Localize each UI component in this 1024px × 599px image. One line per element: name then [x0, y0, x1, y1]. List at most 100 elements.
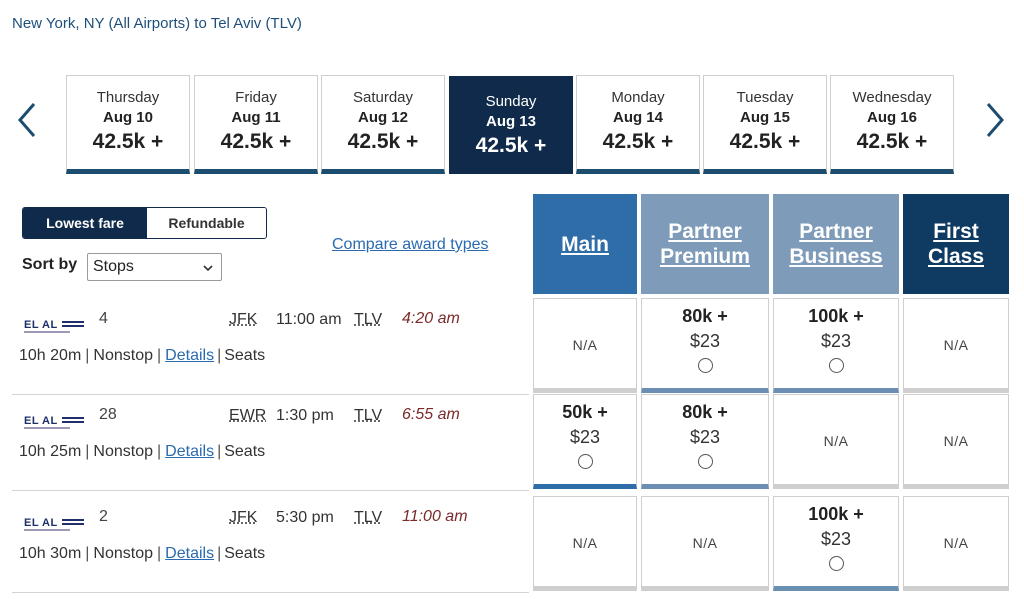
arrival-airport[interactable]: TLV: [354, 407, 383, 424]
date-day-of-week: Monday: [611, 89, 665, 106]
date-month-day: Aug 12: [357, 109, 408, 126]
date-month-day: Aug 16: [866, 109, 917, 126]
chevron-right-icon[interactable]: [980, 98, 1010, 142]
date-tile[interactable]: Friday Aug 11 42.5k +: [194, 75, 318, 174]
chevron-down-icon: [203, 265, 213, 272]
fare-radio[interactable]: [828, 358, 844, 373]
flight-stops: Nonstop: [93, 545, 154, 562]
fare-tax: $23: [569, 427, 601, 447]
fare-unavailable: N/A: [823, 433, 849, 449]
flight-duration: 10h 20m: [19, 347, 82, 364]
separator: |: [157, 545, 162, 562]
separator: |: [85, 347, 90, 364]
arrival-time: 6:55 am: [402, 406, 460, 423]
flight-row: EL AL 4 JFK 11:00 am TLV 4:20 am 10h 20m | Nonst…: [12, 297, 529, 395]
fare-unavailable: N/A: [572, 535, 598, 551]
compare-award-types-link[interactable]: Compare award types: [332, 236, 489, 253]
date-month-day: Aug 13: [485, 113, 536, 130]
date-points: 42.5k +: [475, 134, 547, 157]
seats-link[interactable]: Seats: [224, 545, 266, 562]
arrival-airport[interactable]: TLV: [354, 311, 383, 328]
date-tile[interactable]: Sunday Aug 13 42.5k +: [449, 76, 573, 174]
date-day-of-week: Thursday: [96, 89, 160, 106]
date-points: 42.5k +: [729, 130, 801, 153]
date-tile[interactable]: Thursday Aug 10 42.5k +: [66, 75, 190, 174]
fare-cell-partner-premium[interactable]: 80k + $23: [641, 298, 769, 393]
seats-link[interactable]: Seats: [224, 443, 266, 460]
date-points: 42.5k +: [347, 130, 419, 153]
details-link[interactable]: Details: [165, 347, 215, 364]
flight-meta: 10h 30m | Nonstop | Details | Seats: [19, 545, 265, 563]
fare-type-toggle: Lowest fare Refundable: [22, 207, 267, 239]
separator: |: [85, 443, 90, 460]
fare-cell-main: N/A: [533, 496, 637, 591]
departure-airport[interactable]: JFK: [229, 509, 258, 526]
departure-airport[interactable]: JFK: [229, 311, 258, 328]
details-link[interactable]: Details: [165, 545, 215, 562]
lowest-fare-button[interactable]: Lowest fare: [23, 208, 147, 238]
flight-row: EL AL 28 EWR 1:30 pm TLV 6:55 am 10h 25m | Nonst…: [12, 393, 529, 491]
flight-duration: 10h 25m: [19, 443, 82, 460]
date-tile[interactable]: Saturday Aug 12 42.5k +: [321, 75, 445, 174]
flight-row: EL AL 2 JFK 5:30 pm TLV 11:00 am 10h 30m | Nonst…: [12, 495, 529, 593]
fare-tax: $23: [820, 331, 852, 351]
svg-text:EL AL: EL AL: [24, 415, 58, 427]
arrival-time: 11:00 am: [402, 508, 468, 525]
fare-radio[interactable]: [828, 556, 844, 571]
details-link[interactable]: Details: [165, 443, 215, 460]
fare-cell-first: N/A: [903, 298, 1009, 393]
separator: |: [217, 545, 222, 562]
fare-cell-first: N/A: [903, 394, 1009, 489]
fare-tax: $23: [689, 427, 721, 447]
fare-cell-partner-business[interactable]: 100k + $23: [773, 496, 899, 591]
separator: |: [157, 443, 162, 460]
date-tile[interactable]: Tuesday Aug 15 42.5k +: [703, 75, 827, 174]
sort-value: Stops: [93, 258, 134, 275]
fare-cell-partner-business: N/A: [773, 394, 899, 489]
seats-link[interactable]: Seats: [224, 347, 266, 364]
fare-miles: 50k +: [562, 402, 608, 422]
flight-number: 4: [99, 310, 108, 327]
cabin-header-main[interactable]: Main: [533, 194, 637, 294]
fare-cell-main: N/A: [533, 298, 637, 393]
fare-unavailable: N/A: [943, 433, 969, 449]
departure-airport[interactable]: EWR: [229, 407, 267, 424]
fare-cell-partner-premium[interactable]: 80k + $23: [641, 394, 769, 489]
fare-radio[interactable]: [577, 454, 593, 469]
departure-time: 5:30 pm: [276, 509, 334, 526]
fare-radio[interactable]: [697, 454, 713, 469]
departure-time: 11:00 am: [276, 311, 342, 328]
flight-meta: 10h 20m | Nonstop | Details | Seats: [19, 347, 265, 365]
fare-cell-partner-premium: N/A: [641, 496, 769, 591]
route-title: New York, NY (All Airports) to Tel Aviv …: [12, 15, 302, 32]
el-al-logo: EL AL: [24, 415, 84, 429]
fare-unavailable: N/A: [943, 337, 969, 353]
refundable-button[interactable]: Refundable: [147, 208, 266, 238]
fare-radio[interactable]: [697, 358, 713, 373]
flight-number: 2: [99, 508, 108, 525]
date-day-of-week: Friday: [235, 89, 277, 106]
date-day-of-week: Sunday: [485, 93, 537, 110]
fare-miles: 80k +: [682, 402, 728, 422]
cabin-header-first-class[interactable]: First Class: [903, 194, 1009, 294]
fare-tax: $23: [689, 331, 721, 351]
arrival-airport[interactable]: TLV: [354, 509, 383, 526]
separator: |: [217, 443, 222, 460]
flight-number: 28: [99, 406, 117, 423]
cabin-header-partner-premium[interactable]: Partner Premium: [641, 194, 769, 294]
fare-cell-partner-business[interactable]: 100k + $23: [773, 298, 899, 393]
flight-stops: Nonstop: [93, 443, 154, 460]
cabin-header-partner-business[interactable]: Partner Business: [773, 194, 899, 294]
el-al-logo: EL AL: [24, 319, 84, 333]
date-tile[interactable]: Wednesday Aug 16 42.5k +: [830, 75, 954, 174]
date-selector: Thursday Aug 10 42.5k + Friday Aug 11 42.5k +…: [0, 74, 1024, 174]
fare-miles: 80k +: [682, 306, 728, 326]
date-tile[interactable]: Monday Aug 14 42.5k +: [576, 75, 700, 174]
el-al-logo: EL AL: [24, 517, 84, 531]
separator: |: [157, 347, 162, 364]
sort-select[interactable]: Stops: [87, 253, 222, 281]
fare-miles: 100k +: [808, 306, 864, 326]
svg-text:EL AL: EL AL: [24, 319, 58, 331]
fare-cell-main[interactable]: 50k + $23: [533, 394, 637, 489]
chevron-left-icon[interactable]: [12, 98, 42, 142]
